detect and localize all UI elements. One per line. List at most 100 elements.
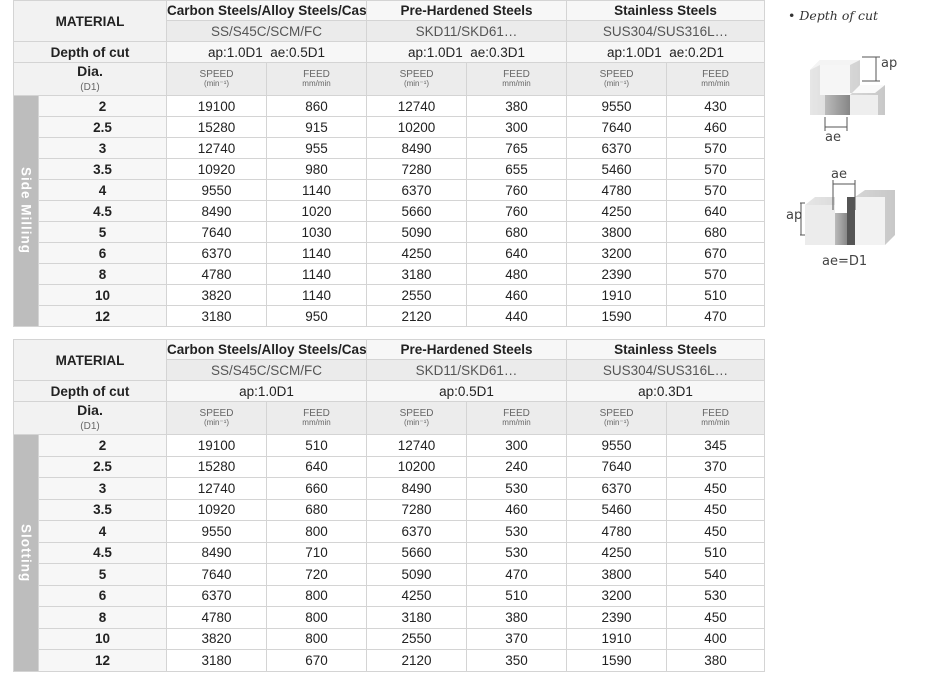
dia-cell: 6	[38, 584, 167, 607]
feed-cell: 570	[666, 179, 766, 201]
material-grades: SKD11/SKD61…	[366, 359, 568, 381]
speed-cell: 3820	[166, 284, 267, 306]
speed-cell: 1910	[566, 284, 668, 306]
speed-cell: 2550	[366, 627, 468, 650]
speed-cell: 3200	[566, 242, 668, 264]
feed-cell: 760	[466, 200, 568, 222]
speed-header: SPEED (min⁻¹)	[366, 62, 468, 96]
feed-cell: 570	[666, 263, 766, 285]
dia-label: Dia.	[77, 402, 103, 419]
speed-header: SPEED (min⁻¹)	[566, 62, 668, 96]
speed-cell: 15280	[166, 455, 267, 478]
dia-cell: 12	[38, 649, 167, 672]
speed-unit: (min⁻¹)	[603, 79, 630, 89]
feed-cell: 800	[265, 520, 368, 543]
feed-cell: 530	[466, 520, 568, 543]
feed-cell: 1140	[265, 242, 368, 264]
feed-cell: 980	[265, 158, 368, 180]
table-row: 4.5 8490 1020 5660 760 4250 640	[14, 200, 766, 222]
feed-cell: 370	[666, 455, 766, 478]
dia-cell: 4	[38, 520, 167, 543]
feed-cell: 370	[466, 627, 568, 650]
table-row: 3 12740 660 8490 530 6370 450	[14, 477, 766, 500]
feed-cell: 765	[466, 137, 568, 159]
speed-unit: (min⁻¹)	[603, 418, 630, 428]
feed-cell: 640	[265, 455, 368, 478]
material-group: Stainless Steels	[566, 339, 766, 360]
operation-text: Slotting	[18, 523, 34, 582]
depth-of-cut-value: ap:1.0D1 ae:0.5D1	[165, 41, 368, 63]
speed-cell: 1590	[566, 305, 668, 327]
feed-label: FEED	[503, 69, 530, 81]
speed-header: SPEED (min⁻¹)	[566, 401, 668, 435]
dia-unit: (D1)	[80, 421, 100, 433]
table-row: 3.5 10920 980 7280 655 5460 570	[14, 158, 766, 180]
speed-cell: 8490	[366, 477, 468, 500]
table-row: 10 3820 800 2550 370 1910 400	[14, 627, 766, 650]
depth-param: ap:0.5D1	[439, 383, 494, 399]
speed-cell: 5660	[366, 541, 468, 564]
operation-label: Side Milling	[13, 95, 39, 327]
dia-cell: 2.5	[38, 455, 167, 478]
speed-cell: 4780	[166, 263, 267, 285]
dia-unit: (D1)	[80, 82, 100, 94]
feed-cell: 530	[466, 477, 568, 500]
depth-param: ae:0.2D1	[669, 44, 725, 60]
table-row: 12 3180 950 2120 440 1590 470	[14, 305, 766, 327]
dia-label: Dia.	[77, 63, 103, 80]
speed-cell: 2550	[366, 284, 468, 306]
depth-param: ap:1.0D1	[239, 383, 294, 399]
speed-cell: 2390	[566, 263, 668, 285]
dia-cell: 3.5	[38, 158, 167, 180]
dia-header: Dia. (D1)	[13, 62, 167, 96]
material-grades: SKD11/SKD61…	[366, 20, 568, 42]
dia-cell: 3.5	[38, 498, 167, 521]
table-row: 4 9550 800 6370 530 4780 450	[14, 520, 766, 543]
feed-cell: 460	[666, 116, 766, 138]
feed-unit: mm/min	[302, 79, 331, 89]
speed-cell: 3180	[366, 263, 468, 285]
feed-cell: 570	[666, 137, 766, 159]
feed-cell: 800	[265, 606, 368, 629]
table-row: 6 6370 1140 4250 640 3200 670	[14, 242, 766, 264]
dia-cell: 2.5	[38, 116, 167, 138]
feed-cell: 460	[466, 498, 568, 521]
feed-unit: mm/min	[701, 79, 730, 89]
speed-cell: 19100	[166, 434, 267, 457]
feed-cell: 300	[466, 116, 568, 138]
speed-cell: 4250	[566, 541, 668, 564]
depth-param: ap:1.0D1	[407, 44, 463, 60]
material-grades: SUS304/SUS316L…	[566, 20, 766, 42]
speed-cell: 7280	[366, 158, 468, 180]
ap-label: ap	[881, 56, 898, 71]
speed-cell: 5460	[566, 498, 668, 521]
dia-cell: 8	[38, 263, 167, 285]
speed-cell: 5460	[566, 158, 668, 180]
depth-param: ap:1.0D1	[606, 44, 662, 60]
feed-cell: 530	[466, 541, 568, 564]
speed-cell: 7280	[366, 498, 468, 521]
speed-cell: 6370	[366, 179, 468, 201]
speed-cell: 7640	[566, 116, 668, 138]
feed-cell: 380	[666, 649, 766, 672]
speed-cell: 12740	[166, 477, 267, 500]
speed-cell: 1910	[566, 627, 668, 650]
feed-cell: 470	[666, 305, 766, 327]
feed-cell: 510	[466, 584, 568, 607]
feed-cell: 450	[666, 498, 766, 521]
table-row: 5 7640 720 5090 470 3800 540	[14, 563, 766, 586]
feed-unit: mm/min	[701, 418, 730, 428]
feed-cell: 450	[666, 606, 766, 629]
side-milling-depth-diagram	[810, 56, 885, 131]
feed-cell: 450	[666, 520, 766, 543]
feed-cell: 350	[466, 649, 568, 672]
speed-unit: (min⁻¹)	[403, 79, 430, 89]
feed-header: FEED mm/min	[466, 62, 568, 96]
feed-cell: 710	[265, 541, 368, 564]
feed-label: FEED	[303, 408, 330, 420]
depth-param: ap:0.3D1	[638, 383, 693, 399]
speed-cell: 6370	[566, 137, 668, 159]
speed-label: SPEED	[199, 69, 234, 81]
speed-cell: 3200	[566, 584, 668, 607]
table-row: 12 3180 670 2120 350 1590 380	[14, 649, 766, 672]
